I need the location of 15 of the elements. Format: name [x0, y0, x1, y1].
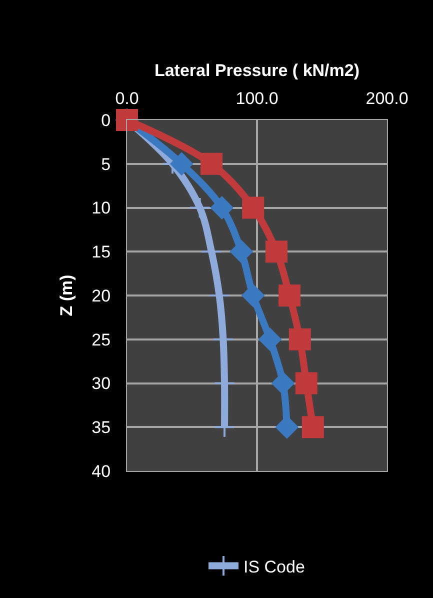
x-tick-label: 0.0	[115, 89, 139, 108]
y-tick-label: 20	[92, 286, 111, 306]
y-tick-label: 10	[92, 198, 111, 218]
y-tick-label: 0	[101, 110, 111, 130]
y-tick-label: 5	[101, 154, 111, 174]
legend-label: IS Code	[244, 557, 305, 576]
x-tick-label: 100.0	[236, 89, 278, 108]
y-axis-title: Z (m)	[57, 274, 76, 316]
y-tick-label: 25	[92, 330, 111, 350]
y-tick-label: 15	[92, 242, 111, 262]
y-tick-label: 40	[92, 462, 111, 481]
y-tick-label: 35	[92, 418, 111, 438]
x-tick-label: 200.0	[366, 89, 408, 108]
x-axis-title: Lateral Pressure ( kN/m2)	[154, 60, 360, 80]
y-tick-label: 30	[92, 374, 111, 394]
